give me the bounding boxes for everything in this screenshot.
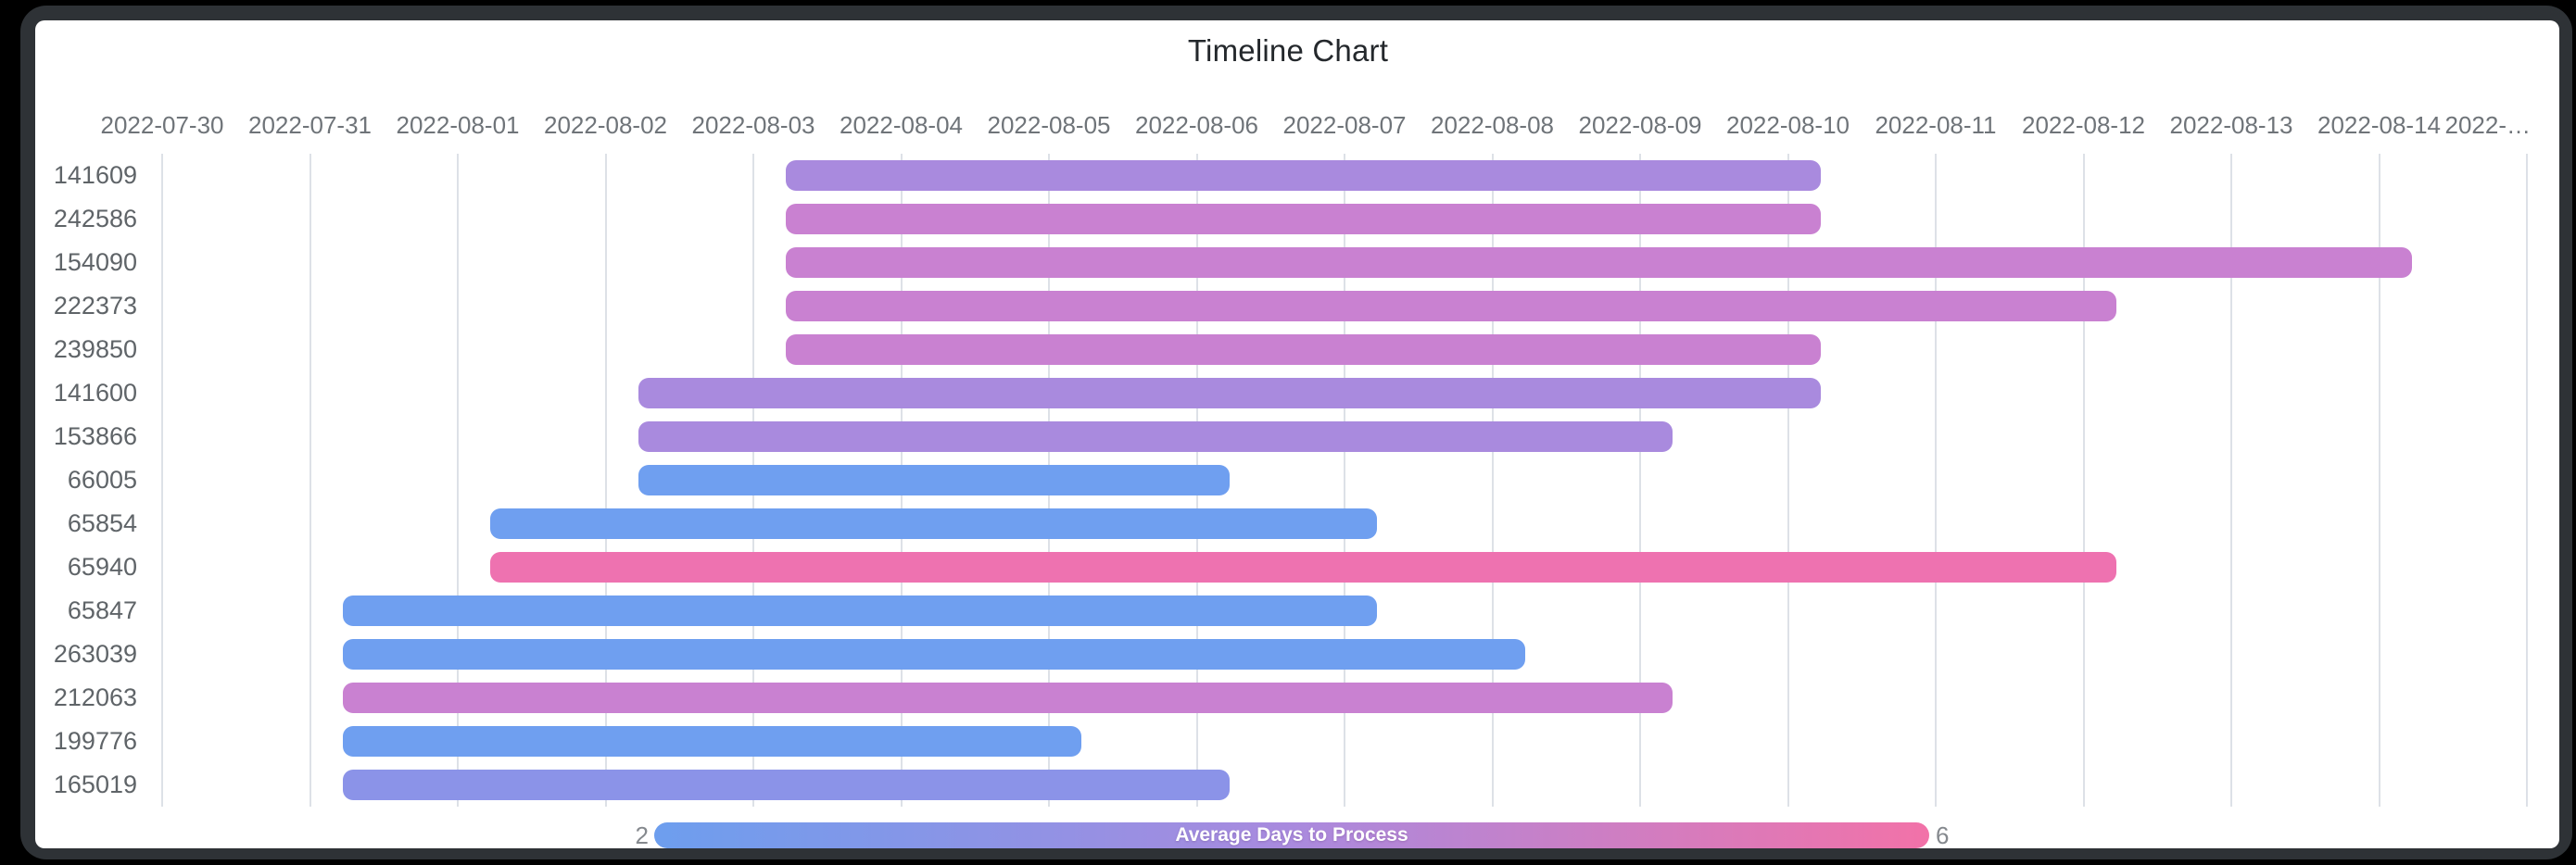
timeline-bar[interactable] <box>342 595 1377 626</box>
x-axis-tick-label: 2022-08-05 <box>987 111 1111 139</box>
timeline-bar[interactable] <box>786 204 1821 234</box>
timeline-bar[interactable] <box>638 465 1230 495</box>
timeline-bar[interactable] <box>490 508 1377 539</box>
y-axis-label: 153866 <box>53 422 137 450</box>
gridline <box>161 154 163 807</box>
x-axis-tick-label: 2022-08-02 <box>544 111 667 139</box>
gridline <box>1935 154 1937 807</box>
gridline <box>2526 154 2528 807</box>
gridline <box>2230 154 2232 807</box>
timeline-bar[interactable] <box>342 726 1081 757</box>
y-axis-label: 242586 <box>53 205 137 232</box>
y-axis-label: 165019 <box>53 771 137 798</box>
timeline-bar[interactable] <box>342 770 1230 800</box>
x-axis-tick-label: 2022-08-08 <box>1431 111 1554 139</box>
y-axis-label: 212063 <box>53 683 137 711</box>
x-axis-tick-label: 2022-08-10 <box>1726 111 1850 139</box>
y-axis-label: 141600 <box>53 379 137 407</box>
timeline-bar[interactable] <box>786 291 2116 321</box>
timeline-bar[interactable] <box>786 247 2412 278</box>
chart-title: Timeline Chart <box>1187 33 1389 68</box>
gridline <box>1344 154 1345 807</box>
x-axis-tick-label: 2022-08-11 <box>1875 111 1997 139</box>
y-axis-label: 65940 <box>67 553 137 581</box>
x-axis-tick-label: 2022-08-09 <box>1578 111 1702 139</box>
x-axis-tick-label: 2022-08-03 <box>691 111 815 139</box>
legend-title: Average Days to Process <box>1175 824 1408 846</box>
x-axis-tick-label: 2022-… <box>2444 111 2532 139</box>
x-axis-tick-label: 2022-08-06 <box>1135 111 1258 139</box>
timeline-bar[interactable] <box>342 683 1673 713</box>
legend-gradient-bar: Average Days to Process <box>654 822 1929 848</box>
gridline <box>1491 154 1494 807</box>
x-axis-tick-label: 2022-08-14 <box>2317 111 2441 139</box>
gridline <box>1787 154 1789 807</box>
timeline-bar[interactable] <box>342 639 1525 670</box>
y-axis-label: 222373 <box>53 292 137 320</box>
timeline-bar[interactable] <box>786 334 1821 365</box>
gridline <box>1639 154 1641 807</box>
gridline <box>2378 154 2380 807</box>
gridline <box>457 154 459 807</box>
y-axis-label: 199776 <box>53 727 137 755</box>
x-axis-tick-label: 2022-08-07 <box>1282 111 1407 139</box>
y-axis-label: 263039 <box>53 640 137 668</box>
x-axis-tick-label: 2022-08-13 <box>2169 111 2293 139</box>
x-axis-tick-label: 2022-07-31 <box>248 111 372 139</box>
legend-max-value: 6 <box>1936 821 1950 849</box>
gridline <box>604 154 607 807</box>
timeline-bar[interactable] <box>786 160 1821 191</box>
x-axis-tick-label: 2022-07-30 <box>100 111 224 139</box>
y-axis-label: 239850 <box>53 335 137 363</box>
y-axis-label: 65854 <box>67 509 137 537</box>
x-axis-tick-label: 2022-08-12 <box>2022 111 2145 139</box>
y-axis-label: 154090 <box>53 248 137 276</box>
gridline <box>309 154 311 807</box>
y-axis-label: 141609 <box>53 161 137 189</box>
x-axis-tick-label: 2022-08-01 <box>396 111 520 139</box>
timeline-bar[interactable] <box>490 552 2116 583</box>
timeline-bar[interactable] <box>638 378 1821 408</box>
timeline-bar[interactable] <box>638 421 1673 452</box>
gridline <box>2082 154 2085 807</box>
y-axis-label: 65847 <box>67 596 137 624</box>
y-axis-label: 66005 <box>67 466 137 494</box>
x-axis-tick-label: 2022-08-04 <box>840 111 963 139</box>
legend-min-value: 2 <box>635 821 649 849</box>
